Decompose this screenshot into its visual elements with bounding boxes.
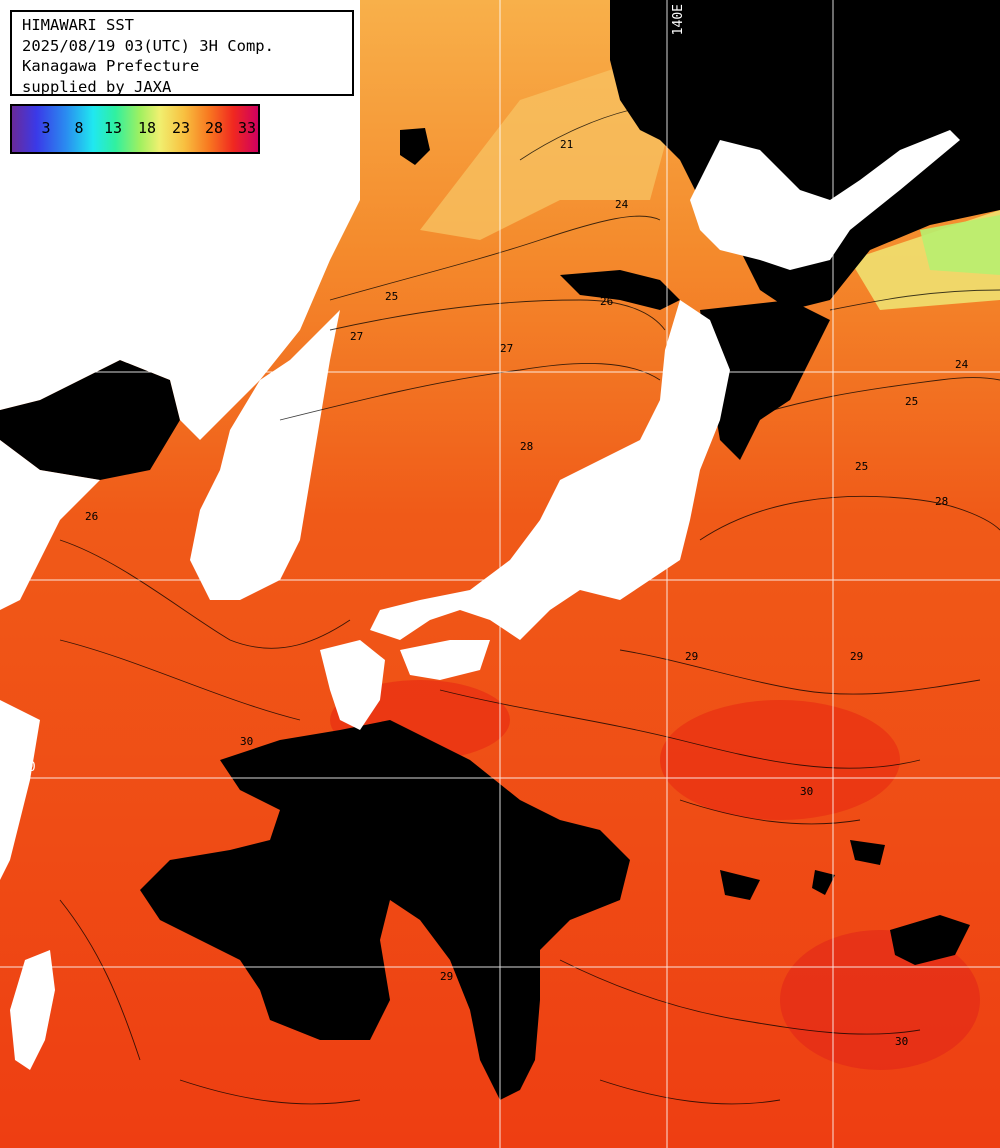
land-china-east	[0, 440, 100, 610]
prefecture-line: Kanagawa Prefecture	[22, 57, 200, 75]
land-honshu	[370, 300, 730, 640]
land-china-coast	[0, 700, 40, 880]
contour-label: 26	[85, 510, 98, 523]
warm-patch	[660, 700, 900, 820]
contour-label: 30	[800, 785, 813, 798]
cloud-north	[610, 0, 1000, 310]
cloud-south-large	[140, 720, 630, 1100]
contour-label: 29	[440, 970, 453, 983]
contour-label: 24	[955, 358, 969, 371]
lat-40-label: 40N	[2, 353, 26, 368]
cloud-small	[850, 840, 885, 865]
land-kyushu	[320, 640, 385, 730]
datetime-line: 2025/08/19 03(UTC) 3H Comp.	[22, 36, 274, 55]
colorbar-tick: 23	[171, 119, 191, 137]
contour-label-group: 21 24 24 25 25 25 26 26 27 27 28 28 29 2…	[85, 138, 969, 1048]
colorbar-tick: 28	[204, 119, 224, 137]
colorbar-tick: 3	[41, 119, 51, 137]
contour-label: 25	[905, 395, 918, 408]
cloud-china	[0, 360, 180, 480]
land-sado	[562, 478, 580, 500]
cloud-honshu-north	[700, 300, 830, 460]
colorbar-tick: 18	[137, 119, 157, 137]
contour-label: 30	[895, 1035, 908, 1048]
contour-label: 26	[600, 295, 613, 308]
contour-label: 25	[385, 290, 398, 303]
contour-label: 21	[560, 138, 573, 151]
land-taiwan	[10, 950, 55, 1070]
land-hokkaido	[690, 130, 960, 270]
colorbar-tick: 13	[103, 119, 123, 137]
contour-lines	[59, 109, 1000, 1105]
contour-label: 29	[685, 650, 698, 663]
contour-label: 27	[350, 330, 363, 343]
cloud-small	[400, 128, 430, 165]
cool-band	[420, 60, 680, 240]
cloud-small	[720, 870, 760, 900]
contour-label: 25	[855, 460, 868, 473]
contour-label: 28	[520, 440, 533, 453]
lon-140-label: 140E	[671, 4, 686, 36]
cool-band	[920, 215, 1000, 275]
cloud-small	[812, 870, 835, 895]
contour-label: 30	[240, 735, 253, 748]
title-line: HIMAWARI SST	[22, 16, 134, 34]
title-box: HIMAWARI SST 2025/08/19 03(UTC) 3H Comp.…	[10, 10, 354, 96]
sst-colorbar: 3 8 13 18 23 28 33	[10, 104, 260, 154]
contour-label: 29	[850, 650, 863, 663]
contour-label: 27	[500, 342, 513, 355]
cloud-southeast	[890, 915, 970, 965]
credit-line: supplied by JAXA	[22, 77, 172, 96]
contour-label: 24	[615, 198, 629, 211]
warm-patch	[780, 930, 980, 1070]
contour-label: 28	[935, 495, 948, 508]
lat-30-label: 30	[20, 760, 36, 775]
land-shikoku	[400, 640, 490, 680]
colorbar-tick: 8	[74, 119, 84, 137]
land-korea	[190, 310, 340, 600]
cloud-sea-of-japan	[560, 270, 680, 310]
colorbar-tick: 33	[237, 119, 257, 137]
